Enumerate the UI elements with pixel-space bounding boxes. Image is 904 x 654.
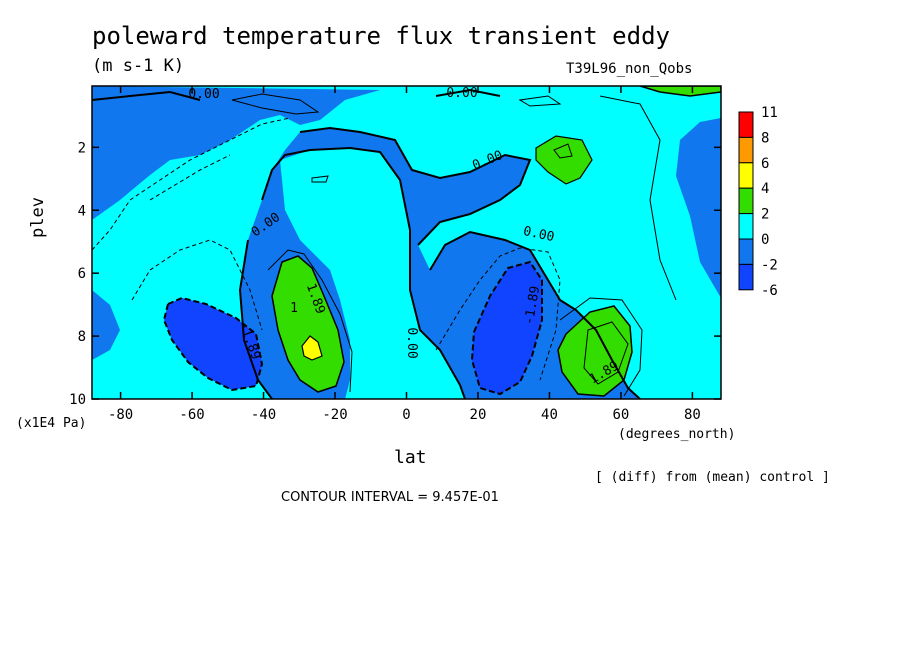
y-tick-label: 8 (78, 329, 86, 345)
chart-units: (m s-1 K) (92, 56, 185, 76)
thin-contours (231, 93, 677, 397)
colorbar-swatch (738, 263, 754, 291)
run-name: T39L96_non_Qobs (566, 61, 693, 77)
region-positive-sh-peak (271, 255, 345, 393)
contour-label: 0.00 (522, 224, 556, 245)
colorbar-label: 0 (761, 232, 769, 248)
x-tick-label: -40 (251, 407, 276, 423)
dashed-contours (92, 117, 561, 381)
colorbar-label: 2 (761, 207, 769, 223)
x-tick-label: -20 (322, 407, 347, 423)
top-edge-strip (639, 86, 721, 97)
colorbar: 11 8 6 4 2 0 -2 -6 (738, 105, 778, 299)
colorbar-swatch (738, 238, 754, 265)
region-negative-right (682, 118, 721, 200)
contour-label: -1.89 (522, 285, 544, 326)
x-tick-label: 20 (470, 407, 487, 423)
x-axis-units: (degrees_north) (618, 427, 736, 442)
x-tick-label: -60 (179, 407, 204, 423)
contour-label: 0.00 (188, 87, 219, 102)
colorbar-label: 8 (761, 130, 769, 146)
footer-note: [ (diff) from (mean) control ] (595, 470, 830, 485)
contour-label: 0.00 (404, 327, 419, 358)
colorbar-swatch (738, 136, 754, 164)
colorbar-swatch (738, 213, 754, 240)
colorbar-label: 4 (761, 181, 769, 197)
x-axis-label: lat (394, 447, 427, 468)
region-negative-nh (470, 260, 543, 396)
y-tick-label: 4 (78, 203, 86, 219)
contour-interval: CONTOUR INTERVAL = 9.457E-01 (281, 490, 499, 505)
colorbar-label: 11 (761, 105, 778, 121)
x-tick-label: 0 (402, 407, 410, 423)
colorbar-label: -2 (761, 257, 778, 273)
x-tick-label: 60 (613, 407, 630, 423)
colorbar-label: -6 (761, 283, 778, 299)
region-positive-nh-upper (535, 135, 593, 185)
colorbar-swatch (738, 111, 754, 138)
contour-label: 1 (290, 301, 298, 316)
region-negative-sh (162, 296, 264, 392)
chart-title: poleward temperature flux transient eddy (92, 22, 670, 50)
y-axis-units: (x1E4 Pa) (16, 416, 87, 431)
colorbar-swatch (738, 187, 754, 215)
region-max-peak (301, 335, 323, 361)
y-axis: 2 4 6 8 10 (69, 140, 721, 408)
colorbar-label: 6 (761, 156, 769, 172)
y-tick-label: 6 (78, 266, 86, 282)
region-positive-center (280, 148, 465, 399)
contour-label: 0.00 (446, 86, 477, 101)
zero-contours (92, 88, 641, 399)
colorbar-swatch (738, 162, 754, 189)
x-tick-label: 80 (684, 407, 701, 423)
y-tick-label: 10 (69, 392, 86, 408)
y-tick-label: 2 (78, 140, 86, 156)
x-axis: -80 -60 -40 -20 0 20 40 60 80 (108, 86, 701, 423)
x-tick-label: -80 (108, 407, 133, 423)
x-tick-label: 40 (541, 407, 558, 423)
